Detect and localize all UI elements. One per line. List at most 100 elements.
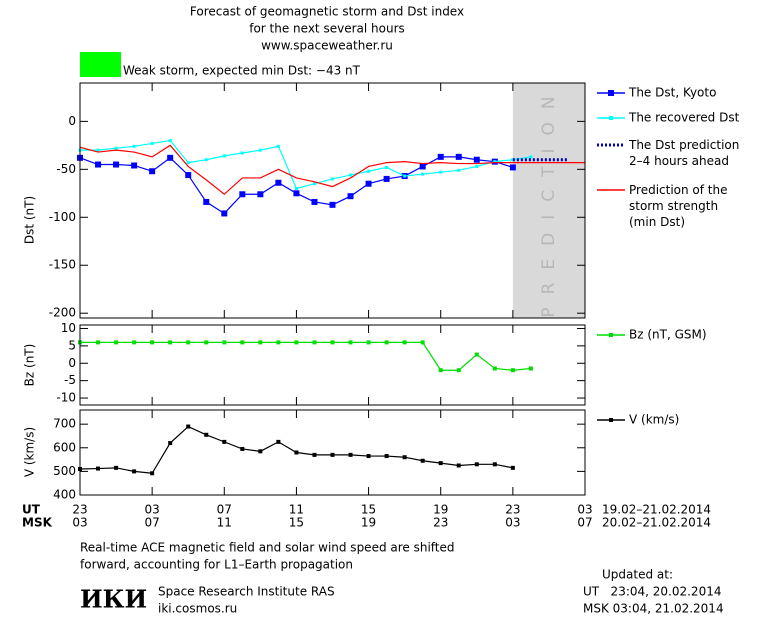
legend-marker	[609, 333, 613, 337]
data-point	[455, 153, 462, 160]
data-point	[150, 471, 155, 476]
y-axis-label: V (km/s)	[23, 427, 37, 477]
data-point	[222, 154, 226, 158]
data-point	[402, 455, 407, 460]
data-point	[258, 340, 263, 345]
data-point	[221, 210, 228, 217]
data-point	[365, 180, 372, 187]
data-point	[258, 148, 262, 152]
data-point	[366, 340, 371, 345]
data-point	[384, 454, 389, 459]
data-point	[420, 458, 425, 463]
data-point	[437, 153, 444, 160]
data-point	[294, 340, 299, 345]
data-point	[529, 155, 533, 159]
x-tick-label: 07	[217, 503, 232, 517]
data-point	[474, 462, 479, 467]
y-tick-label: 500	[53, 464, 76, 478]
legend-marker	[609, 418, 613, 422]
data-point	[293, 190, 300, 197]
updated-line: UT 23:04, 20.02.2014	[583, 585, 721, 599]
data-point	[456, 463, 461, 468]
data-point	[113, 161, 120, 168]
data-point	[95, 161, 102, 168]
data-point	[275, 179, 282, 186]
data-point	[204, 340, 209, 345]
data-point	[167, 154, 174, 161]
data-point	[330, 452, 335, 457]
data-point	[150, 141, 154, 145]
data-point	[240, 151, 244, 155]
data-point	[510, 465, 515, 470]
x-tick-label: 07	[145, 516, 160, 530]
x-tick-label: 03	[145, 503, 160, 517]
data-point	[276, 439, 281, 444]
legend-label: The Dst, Kyoto	[628, 86, 716, 100]
y-tick-label: 10	[61, 321, 76, 335]
note-line: Real-time ACE magnetic field and solar w…	[80, 541, 455, 555]
time-row-name: UT	[22, 503, 41, 517]
prediction-band	[512, 83, 585, 318]
data-point	[276, 144, 280, 148]
data-point	[222, 340, 227, 345]
storm-swatch	[80, 52, 121, 77]
y-tick-label: -5	[64, 373, 76, 387]
data-point	[186, 340, 191, 345]
data-point	[492, 366, 497, 371]
data-point	[239, 191, 246, 198]
data-point	[348, 340, 353, 345]
y-tick-label: -10	[56, 391, 76, 405]
plot-frame	[79, 82, 586, 319]
data-point	[132, 469, 137, 474]
data-point	[493, 160, 497, 164]
data-point	[348, 452, 353, 457]
storm-label: Weak storm, expected min Dst: −43 nT	[123, 64, 361, 78]
x-tick-label: 07	[577, 516, 592, 530]
data-point	[168, 441, 173, 446]
logo: ИКИ	[80, 585, 147, 614]
y-tick-label: 700	[53, 417, 76, 431]
series-line	[79, 156, 514, 215]
data-point	[473, 156, 480, 163]
data-point	[114, 146, 118, 150]
data-point	[510, 368, 515, 373]
data-point	[439, 170, 443, 174]
data-point	[258, 449, 263, 454]
data-point	[331, 177, 334, 181]
series-line	[80, 139, 531, 190]
data-point	[385, 165, 389, 169]
data-point	[402, 340, 407, 345]
data-point	[312, 182, 316, 186]
series-line	[79, 425, 513, 474]
plot-frame	[79, 324, 586, 406]
data-point	[384, 340, 389, 345]
data-point	[276, 340, 281, 345]
data-point	[438, 368, 443, 373]
y-tick-label: 600	[53, 440, 76, 454]
updated-line: Updated at:	[602, 568, 673, 582]
data-point	[185, 172, 192, 179]
data-point	[204, 158, 208, 162]
y-tick-label: 5	[68, 338, 76, 352]
data-point	[114, 340, 119, 345]
data-point	[168, 139, 172, 143]
institute: Space Research Institute RAS	[158, 585, 335, 599]
x-tick-label: 23	[72, 503, 87, 517]
y-tick-label: -200	[49, 306, 76, 320]
data-point	[421, 172, 425, 176]
legend-label: The recovered Dst	[628, 111, 740, 125]
data-point	[403, 174, 407, 178]
legend-marker	[608, 90, 614, 96]
data-point	[492, 462, 497, 467]
legend-label: V (km/s)	[629, 413, 679, 427]
data-point	[132, 144, 136, 148]
data-point	[257, 191, 264, 198]
data-point	[96, 148, 100, 152]
data-point	[150, 340, 155, 345]
data-point	[114, 465, 119, 470]
data-point	[366, 454, 371, 459]
data-point	[294, 187, 298, 191]
data-point	[240, 446, 245, 451]
data-point	[96, 340, 101, 345]
